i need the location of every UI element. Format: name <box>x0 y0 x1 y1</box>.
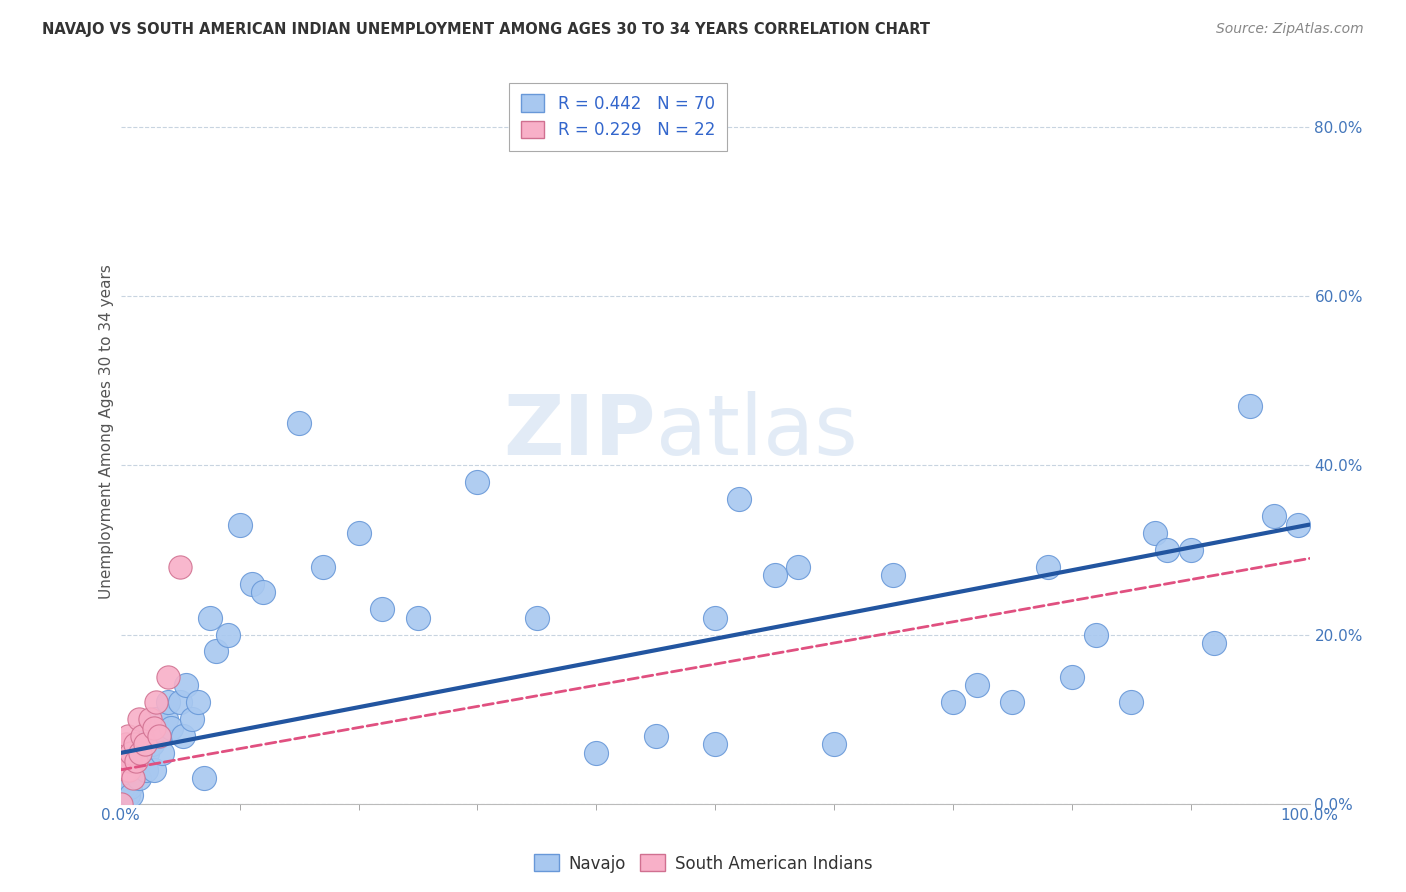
Point <box>1121 695 1143 709</box>
Point <box>112 771 135 785</box>
Point <box>135 746 157 760</box>
Point <box>124 738 146 752</box>
Point <box>882 568 904 582</box>
Point <box>288 416 311 430</box>
Point <box>585 746 607 760</box>
Point <box>467 475 489 490</box>
Point <box>139 721 162 735</box>
Point <box>1156 543 1178 558</box>
Point <box>128 712 150 726</box>
Point <box>114 738 136 752</box>
Point <box>347 526 370 541</box>
Point <box>143 721 166 735</box>
Point <box>134 729 156 743</box>
Point <box>118 763 141 777</box>
Point <box>1084 627 1107 641</box>
Point <box>131 729 153 743</box>
Point <box>704 610 727 624</box>
Text: atlas: atlas <box>655 391 858 472</box>
Point <box>966 678 988 692</box>
Point <box>193 771 215 785</box>
Point <box>125 738 148 752</box>
Point <box>118 771 141 785</box>
Point <box>145 695 167 709</box>
Point <box>644 729 666 743</box>
Point <box>120 746 142 760</box>
Point <box>406 610 429 624</box>
Text: ZIP: ZIP <box>503 391 655 472</box>
Point <box>128 755 150 769</box>
Point <box>252 585 274 599</box>
Point <box>128 771 150 785</box>
Point <box>120 788 142 802</box>
Point <box>228 517 250 532</box>
Point <box>155 712 177 726</box>
Point <box>1180 543 1202 558</box>
Y-axis label: Unemployment Among Ages 30 to 34 years: Unemployment Among Ages 30 to 34 years <box>100 264 114 599</box>
Point <box>205 644 228 658</box>
Point <box>115 780 138 794</box>
Point <box>128 746 150 760</box>
Point <box>187 695 209 709</box>
Point <box>823 738 845 752</box>
Point <box>526 610 548 624</box>
Point <box>143 763 166 777</box>
Text: NAVAJO VS SOUTH AMERICAN INDIAN UNEMPLOYMENT AMONG AGES 30 TO 34 YEARS CORRELATI: NAVAJO VS SOUTH AMERICAN INDIAN UNEMPLOY… <box>42 22 931 37</box>
Point <box>120 780 142 794</box>
Point <box>157 670 180 684</box>
Point <box>117 788 139 802</box>
Point <box>1286 517 1309 532</box>
Point <box>1143 526 1166 541</box>
Point <box>141 738 163 752</box>
Point <box>728 492 751 507</box>
Point <box>157 695 180 709</box>
Point <box>139 712 162 726</box>
Point <box>217 627 239 641</box>
Point <box>112 746 135 760</box>
Point <box>110 797 132 811</box>
Point <box>128 746 150 760</box>
Point <box>110 755 132 769</box>
Point <box>942 695 965 709</box>
Point <box>112 755 135 769</box>
Point <box>148 729 170 743</box>
Point <box>135 763 157 777</box>
Point <box>134 738 156 752</box>
Point <box>198 610 221 624</box>
Point <box>763 568 786 582</box>
Point <box>150 746 173 760</box>
Point <box>1060 670 1083 684</box>
Point <box>181 712 204 726</box>
Legend: Navajo, South American Indians: Navajo, South American Indians <box>527 847 879 880</box>
Point <box>371 602 394 616</box>
Text: Source: ZipAtlas.com: Source: ZipAtlas.com <box>1216 22 1364 37</box>
Point <box>312 560 335 574</box>
Point <box>148 729 170 743</box>
Point <box>145 712 167 726</box>
Point <box>1239 399 1261 413</box>
Point <box>159 721 181 735</box>
Point <box>115 763 138 777</box>
Legend: R = 0.442   N = 70, R = 0.229   N = 22: R = 0.442 N = 70, R = 0.229 N = 22 <box>509 83 727 151</box>
Point <box>169 695 191 709</box>
Point <box>240 576 263 591</box>
Point <box>121 771 143 785</box>
Point <box>1204 636 1226 650</box>
Point <box>1001 695 1024 709</box>
Point <box>125 755 148 769</box>
Point <box>112 780 135 794</box>
Point <box>121 763 143 777</box>
Point <box>704 738 727 752</box>
Point <box>787 560 810 574</box>
Point <box>114 763 136 777</box>
Point <box>124 755 146 769</box>
Point <box>117 729 139 743</box>
Point <box>174 678 197 692</box>
Point <box>120 755 142 769</box>
Point <box>172 729 194 743</box>
Point <box>169 560 191 574</box>
Point <box>1263 509 1285 524</box>
Point <box>131 746 153 760</box>
Point <box>1036 560 1059 574</box>
